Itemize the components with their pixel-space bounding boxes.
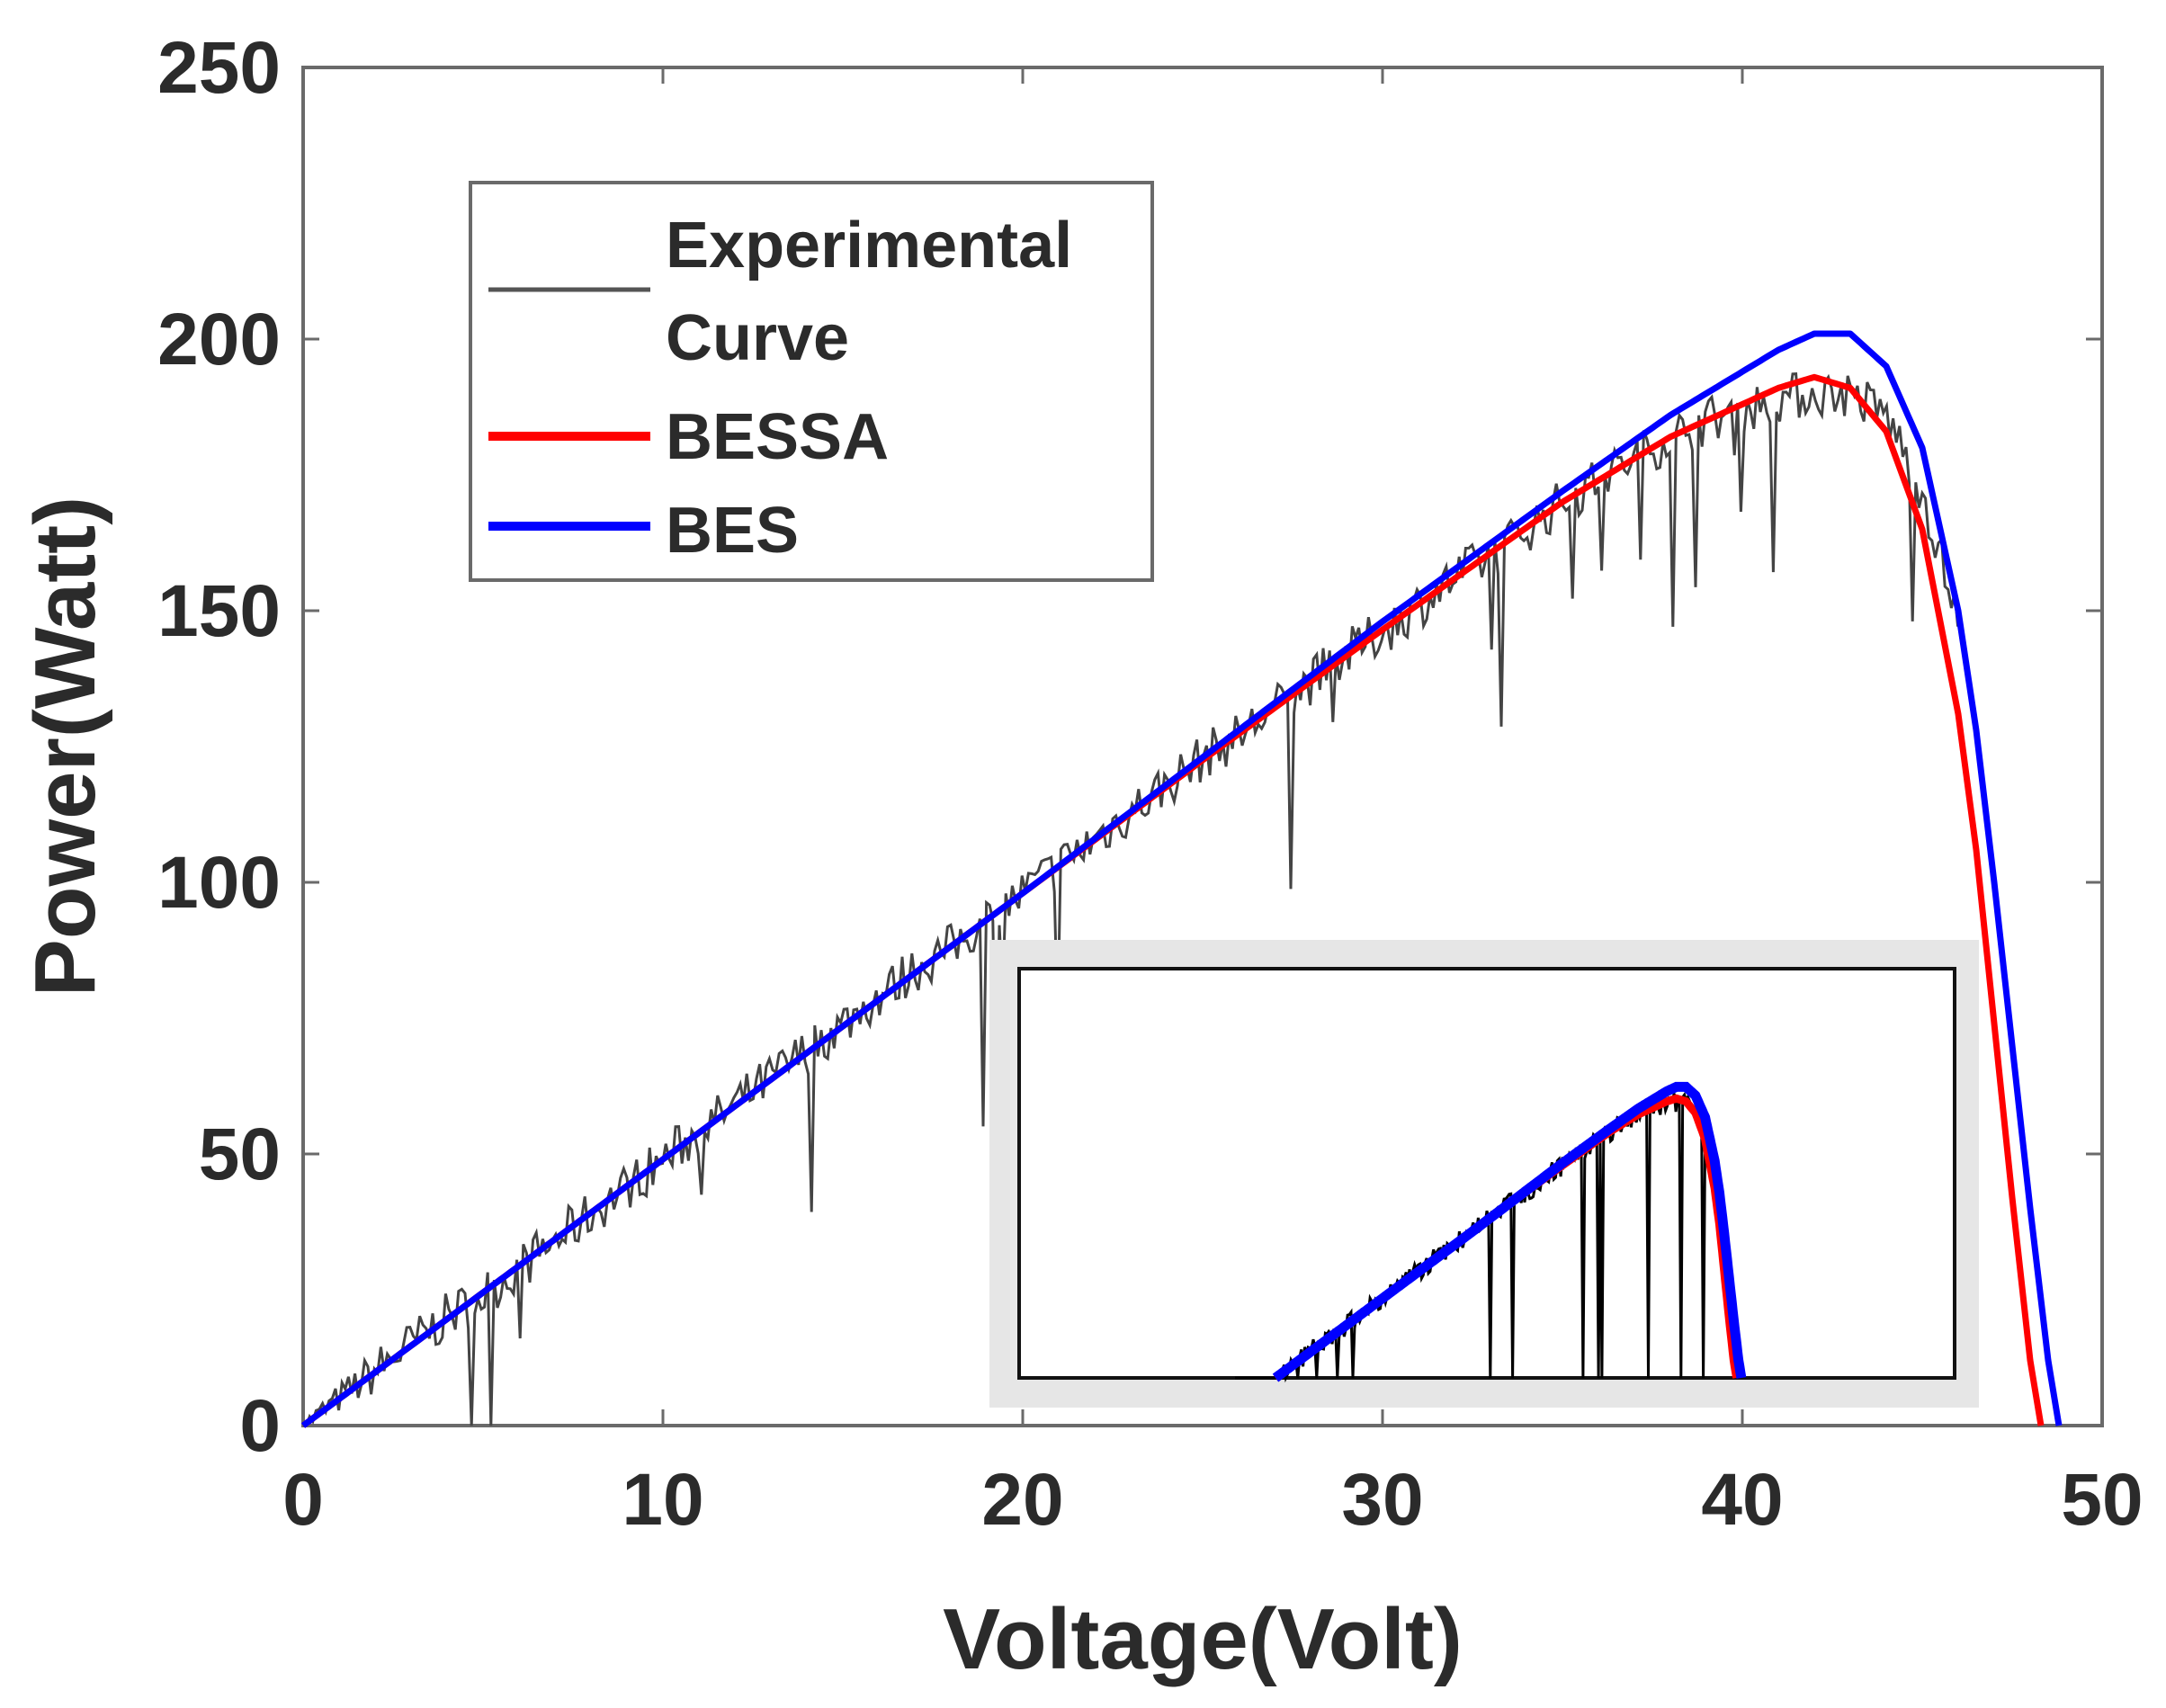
y-tick-label: 150 [157, 570, 281, 652]
y-tick-label: 250 [157, 27, 281, 109]
inset-series-bes [1272, 1081, 1747, 1382]
x-tick-label: 30 [1341, 1459, 1423, 1541]
x-axis-title: Voltage(Volt) [943, 1591, 1463, 1687]
y-tick-label: 50 [199, 1113, 281, 1195]
axis-ticks: 0 10 20 30 40 50 0 50 100 150 200 250 [157, 27, 2143, 1541]
inset-plot [989, 940, 1979, 1408]
x-tick-label: 0 [282, 1459, 324, 1541]
inset-frame [1017, 967, 1956, 1380]
legend-label-bes: BES [666, 495, 799, 567]
x-tick-label: 40 [1701, 1459, 1783, 1541]
legend-label-experimental-line1: Experimental [666, 210, 1072, 282]
legend: Experimental Curve BESSA BES [469, 181, 1154, 582]
y-tick-label: 100 [157, 842, 281, 924]
inset-series-layer [1235, 1081, 1747, 1383]
y-tick-label: 200 [157, 299, 281, 380]
legend-label-experimental-line2: Curve [666, 302, 849, 374]
x-tick-label: 20 [981, 1459, 1063, 1541]
legend-box [469, 181, 1154, 582]
x-tick-label: 10 [622, 1459, 703, 1541]
series-layer [300, 330, 2063, 1428]
y-tick-label: 0 [239, 1385, 281, 1467]
series-bes [300, 330, 2063, 1428]
legend-label-bessa: BESSA [666, 401, 889, 473]
y-axis-title: Power(Watt) [17, 496, 113, 997]
x-tick-label: 50 [2061, 1459, 2143, 1541]
